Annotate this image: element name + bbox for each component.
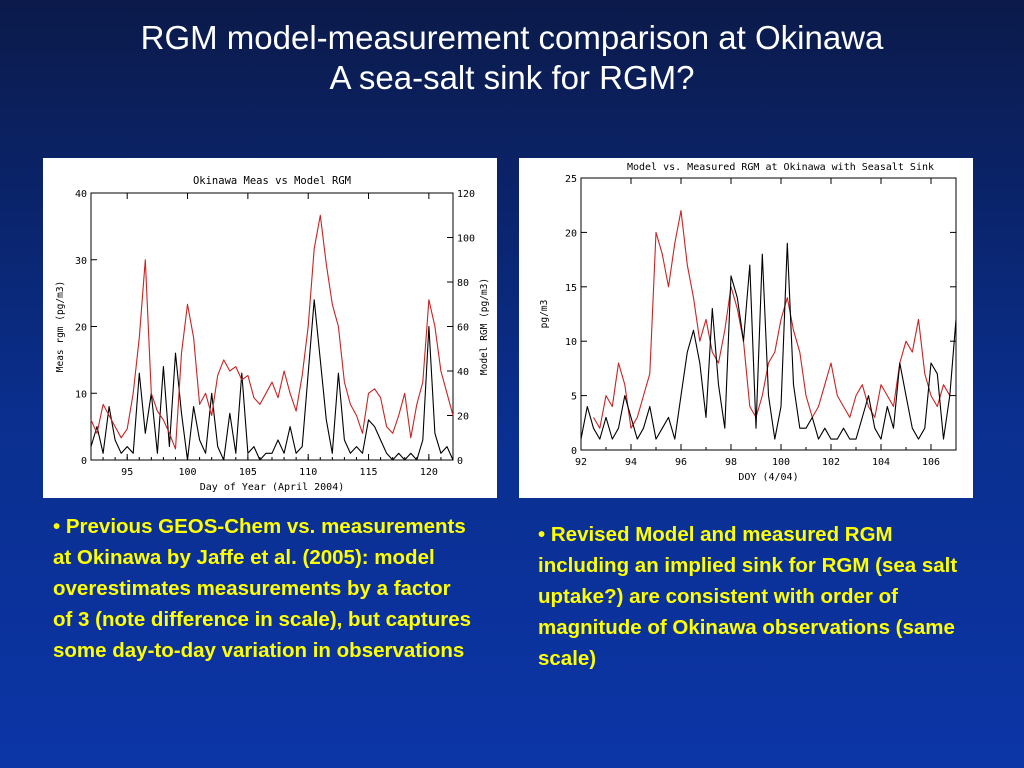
x-axis-label: DOY (4/04) [738,472,798,483]
y2-axis-label: Model RGM (pg/m3) [479,278,490,375]
y2-tick-label: 80 [457,278,469,289]
y-tick-label: 20 [75,323,87,334]
x-tick-label: 98 [725,457,737,468]
y-axis-label: pg/m3 [539,300,550,329]
x-tick-label: 106 [922,457,940,468]
x-tick-label: 120 [420,467,438,478]
slide-title: RGM model-measurement comparison at Okin… [0,18,1024,98]
slide-title-line-2: A sea-salt sink for RGM? [329,59,695,96]
chart-panel-left: Okinawa Meas vs Model RGM 95 100 105 110 115 1… [43,158,497,498]
x-tick-label: 100 [179,467,197,478]
y2-tick-label: 20 [457,412,469,423]
x-tick-label: 105 [239,467,257,478]
y2-tick-label: 40 [457,367,469,378]
chart-title: Okinawa Meas vs Model RGM [193,175,351,187]
chart-panel-right: Model vs. Measured RGM at Okinawa with S… [519,158,973,498]
x-tick-label: 100 [772,457,790,468]
x-tick-label: 92 [575,457,587,468]
chart-seasalt-sink: Model vs. Measured RGM at Okinawa with S… [539,162,957,483]
x-tick-label: 94 [625,457,637,468]
y2-tick-label: 120 [457,189,475,200]
y-tick-label: 5 [571,392,577,403]
y-tick-label: 0 [81,456,87,467]
plot-frame [580,177,957,451]
chart-title: Model vs. Measured RGM at Okinawa with S… [627,162,934,173]
y-tick-label: 10 [565,337,577,348]
plot-frame [90,192,454,461]
x-tick-label: 96 [675,457,687,468]
y-tick-label: 40 [75,189,87,200]
slide-title-line-1: RGM model-measurement comparison at Okin… [140,19,884,56]
y-tick-label: 30 [75,256,87,267]
bullet-text-left: • Previous GEOS-Chem vs. measurements at… [53,515,472,662]
y-tick-label: 15 [565,283,577,294]
series-line-0 [90,299,454,461]
x-tick-label: 110 [299,467,317,478]
bullet-text-right: • Revised Model and measured RGM includi… [538,523,958,670]
y2-tick-label: 100 [457,234,475,245]
series-line-1 [90,214,454,450]
x-tick-label: 102 [822,457,840,468]
y-axis-label: Meas rgm (pg/m3) [55,281,66,373]
x-axis-label: Day of Year (April 2004) [200,482,345,493]
y2-tick-label: 0 [457,456,463,467]
y-tick-label: 0 [571,446,577,457]
y-tick-label: 25 [565,174,577,185]
y-tick-label: 10 [75,389,87,400]
y2-tick-label: 60 [457,323,469,334]
series-line-0 [593,210,951,429]
series-line-1 [580,242,957,440]
x-tick-label: 115 [360,467,378,478]
x-tick-label: 95 [121,467,133,478]
x-tick-label: 104 [872,457,890,468]
y-tick-label: 20 [565,228,577,239]
